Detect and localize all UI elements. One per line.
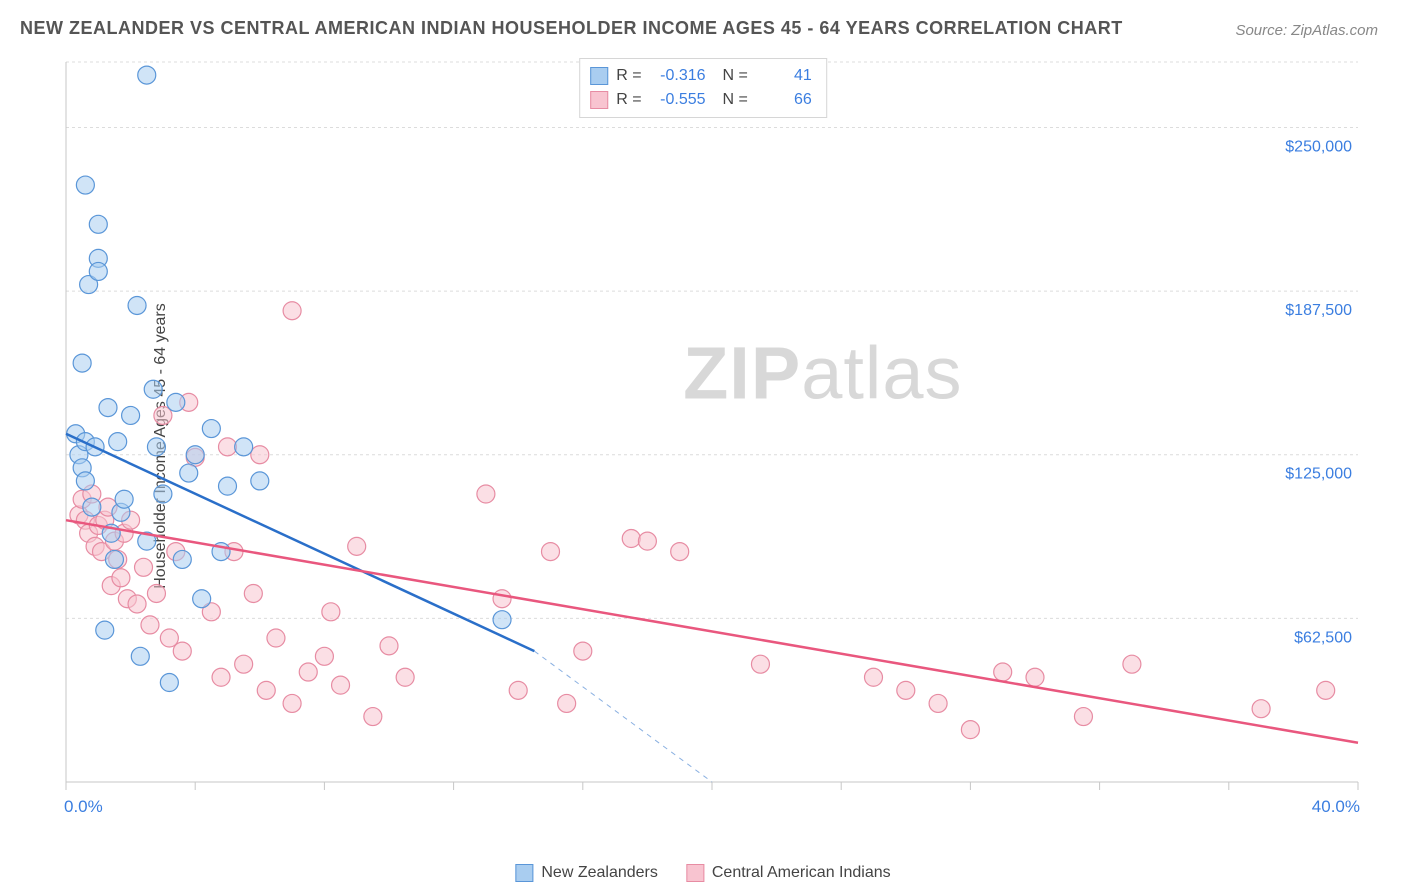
svg-text:$62,500: $62,500	[1294, 629, 1352, 646]
legend-item-series1: New Zealanders	[515, 864, 658, 882]
chart-container: NEW ZEALANDER VS CENTRAL AMERICAN INDIAN…	[0, 0, 1406, 892]
svg-text:$125,000: $125,000	[1285, 466, 1352, 483]
n-value-series1: 41	[756, 64, 812, 88]
stats-row-series1: R = -0.316 N = 41	[590, 64, 812, 88]
r-value-series1: -0.316	[650, 64, 706, 88]
scatter-plot: $62,500 $125,000 $187,500 $250,000 ZIPatlas 0…	[58, 52, 1388, 822]
swatch-series2-legend	[686, 864, 704, 882]
swatch-series1-legend	[515, 864, 533, 882]
svg-text:0.0%: 0.0%	[64, 797, 103, 816]
chart-title: NEW ZEALANDER VS CENTRAL AMERICAN INDIAN…	[20, 18, 1123, 39]
source-attribution: Source: ZipAtlas.com	[1235, 22, 1378, 39]
legend-label-series2: Central American Indians	[712, 864, 891, 882]
svg-text:$187,500: $187,500	[1285, 302, 1352, 319]
legend-item-series2: Central American Indians	[686, 864, 891, 882]
r-value-series2: -0.555	[650, 88, 706, 112]
legend: New Zealanders Central American Indians	[515, 864, 890, 882]
correlation-stats-box: R = -0.316 N = 41 R = -0.555 N = 66	[579, 58, 827, 118]
svg-text:$250,000: $250,000	[1285, 138, 1352, 155]
stats-row-series2: R = -0.555 N = 66	[590, 88, 812, 112]
svg-text:40.0%: 40.0%	[1312, 797, 1360, 816]
svg-text:ZIPatlas: ZIPatlas	[683, 332, 962, 415]
n-value-series2: 66	[756, 88, 812, 112]
swatch-series2	[590, 91, 608, 109]
swatch-series1	[590, 67, 608, 85]
legend-label-series1: New Zealanders	[541, 864, 658, 882]
